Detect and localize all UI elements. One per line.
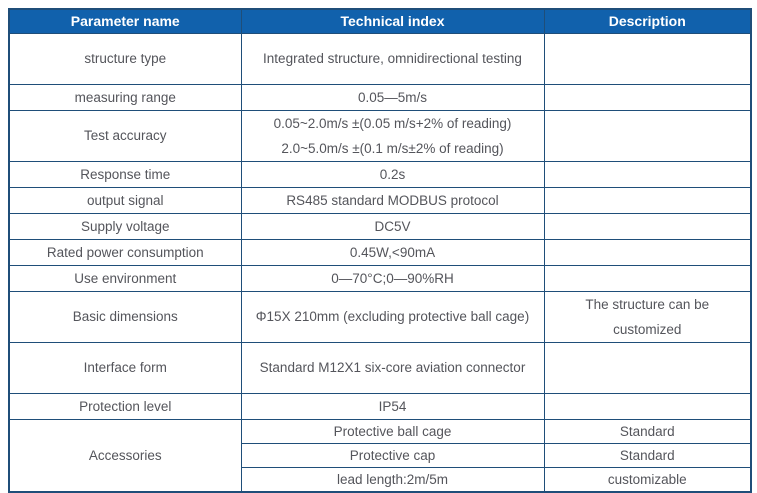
desc-cell	[543, 212, 752, 240]
param-cell: Protection level	[8, 392, 242, 420]
param-cell-accessories: Accessories	[8, 418, 242, 492]
param-cell: Response time	[8, 160, 242, 188]
param-cell: Basic dimensions	[8, 290, 242, 343]
index-cell: 0.45W,<90mA	[240, 238, 545, 266]
index-cell: lead length:2m/5m	[240, 466, 545, 492]
index-cell: IP54	[240, 392, 545, 420]
desc-cell	[543, 160, 752, 188]
index-cell: 0.05~2.0m/s ±(0.05 m/s+2% of reading) 2.…	[240, 109, 545, 162]
table-row-accessories-1: Accessories Protective ball cage Standar…	[8, 418, 752, 492]
spec-table: Parameter name Technical index Descripti…	[8, 8, 752, 493]
index-cell: RS485 standard MODBUS protocol	[240, 186, 545, 214]
index-line-2: 2.0~5.0m/s ±(0.1 m/s±2% of reading)	[281, 140, 504, 156]
index-cell: 0.2s	[240, 160, 545, 188]
header-row: Parameter name Technical index Descripti…	[8, 8, 752, 34]
desc-cell	[543, 341, 752, 394]
index-cell: Protective ball cage	[240, 418, 545, 444]
table-row-test-accuracy: Test accuracy 0.05~2.0m/s ±(0.05 m/s+2% …	[8, 109, 752, 162]
param-cell: Supply voltage	[8, 212, 242, 240]
desc-cell	[543, 109, 752, 162]
table-row-accessories-2: Protective cap Standard	[9, 442, 752, 468]
index-cell: Integrated structure, omnidirectional te…	[240, 32, 545, 85]
desc-cell	[543, 186, 752, 214]
desc-cell: The structure can be customized	[543, 290, 752, 343]
desc-cell	[543, 238, 752, 266]
desc-cell	[543, 392, 752, 420]
param-cell: output signal	[8, 186, 242, 214]
index-cell: 0.05—5m/s	[240, 83, 545, 111]
index-cell: 0—70°C;0—90%RH	[240, 264, 545, 292]
desc-cell: Standard	[543, 418, 752, 444]
desc-cell	[543, 83, 752, 111]
table-row-rated-power-consumption: Rated power consumption 0.45W,<90mA	[8, 238, 752, 266]
desc-cell: customizable	[543, 466, 752, 492]
param-cell: Test accuracy	[8, 109, 242, 162]
table-row-interface-form: Interface form Standard M12X1 six-core a…	[8, 341, 752, 394]
index-line-1: 0.05~2.0m/s ±(0.05 m/s+2% of reading)	[273, 115, 512, 131]
table-row-measuring-range: measuring range 0.05—5m/s	[8, 83, 752, 111]
desc-cell: Standard	[543, 442, 752, 468]
header-description: Description	[543, 8, 752, 34]
desc-cell	[543, 264, 752, 292]
index-cell: Standard M12X1 six-core aviation connect…	[240, 341, 545, 394]
param-cell: structure type	[8, 32, 242, 85]
index-cell: DC5V	[240, 212, 545, 240]
table-row-use-environment: Use environment 0—70°C;0—90%RH	[8, 264, 752, 292]
table-row-output-signal: output signal RS485 standard MODBUS prot…	[8, 186, 752, 214]
desc-cell	[543, 32, 752, 85]
table-row-basic-dimensions: Basic dimensions Φ15X 210mm (excluding p…	[8, 290, 752, 343]
table-row-response-time: Response time 0.2s	[8, 160, 752, 188]
param-cell: Use environment	[8, 264, 242, 292]
header-technical-index: Technical index	[240, 8, 545, 34]
header-parameter-name: Parameter name	[8, 8, 242, 34]
table-row-protection-level: Protection level IP54	[8, 392, 752, 420]
table-row-structure-type: structure type Integrated structure, omn…	[8, 32, 752, 85]
index-cell: Protective cap	[240, 442, 545, 468]
index-cell: Φ15X 210mm (excluding protective ball ca…	[240, 290, 545, 343]
table-row-supply-voltage: Supply voltage DC5V	[8, 212, 752, 240]
param-cell: Interface form	[8, 341, 242, 394]
param-cell: Rated power consumption	[8, 238, 242, 266]
param-cell: measuring range	[8, 83, 242, 111]
